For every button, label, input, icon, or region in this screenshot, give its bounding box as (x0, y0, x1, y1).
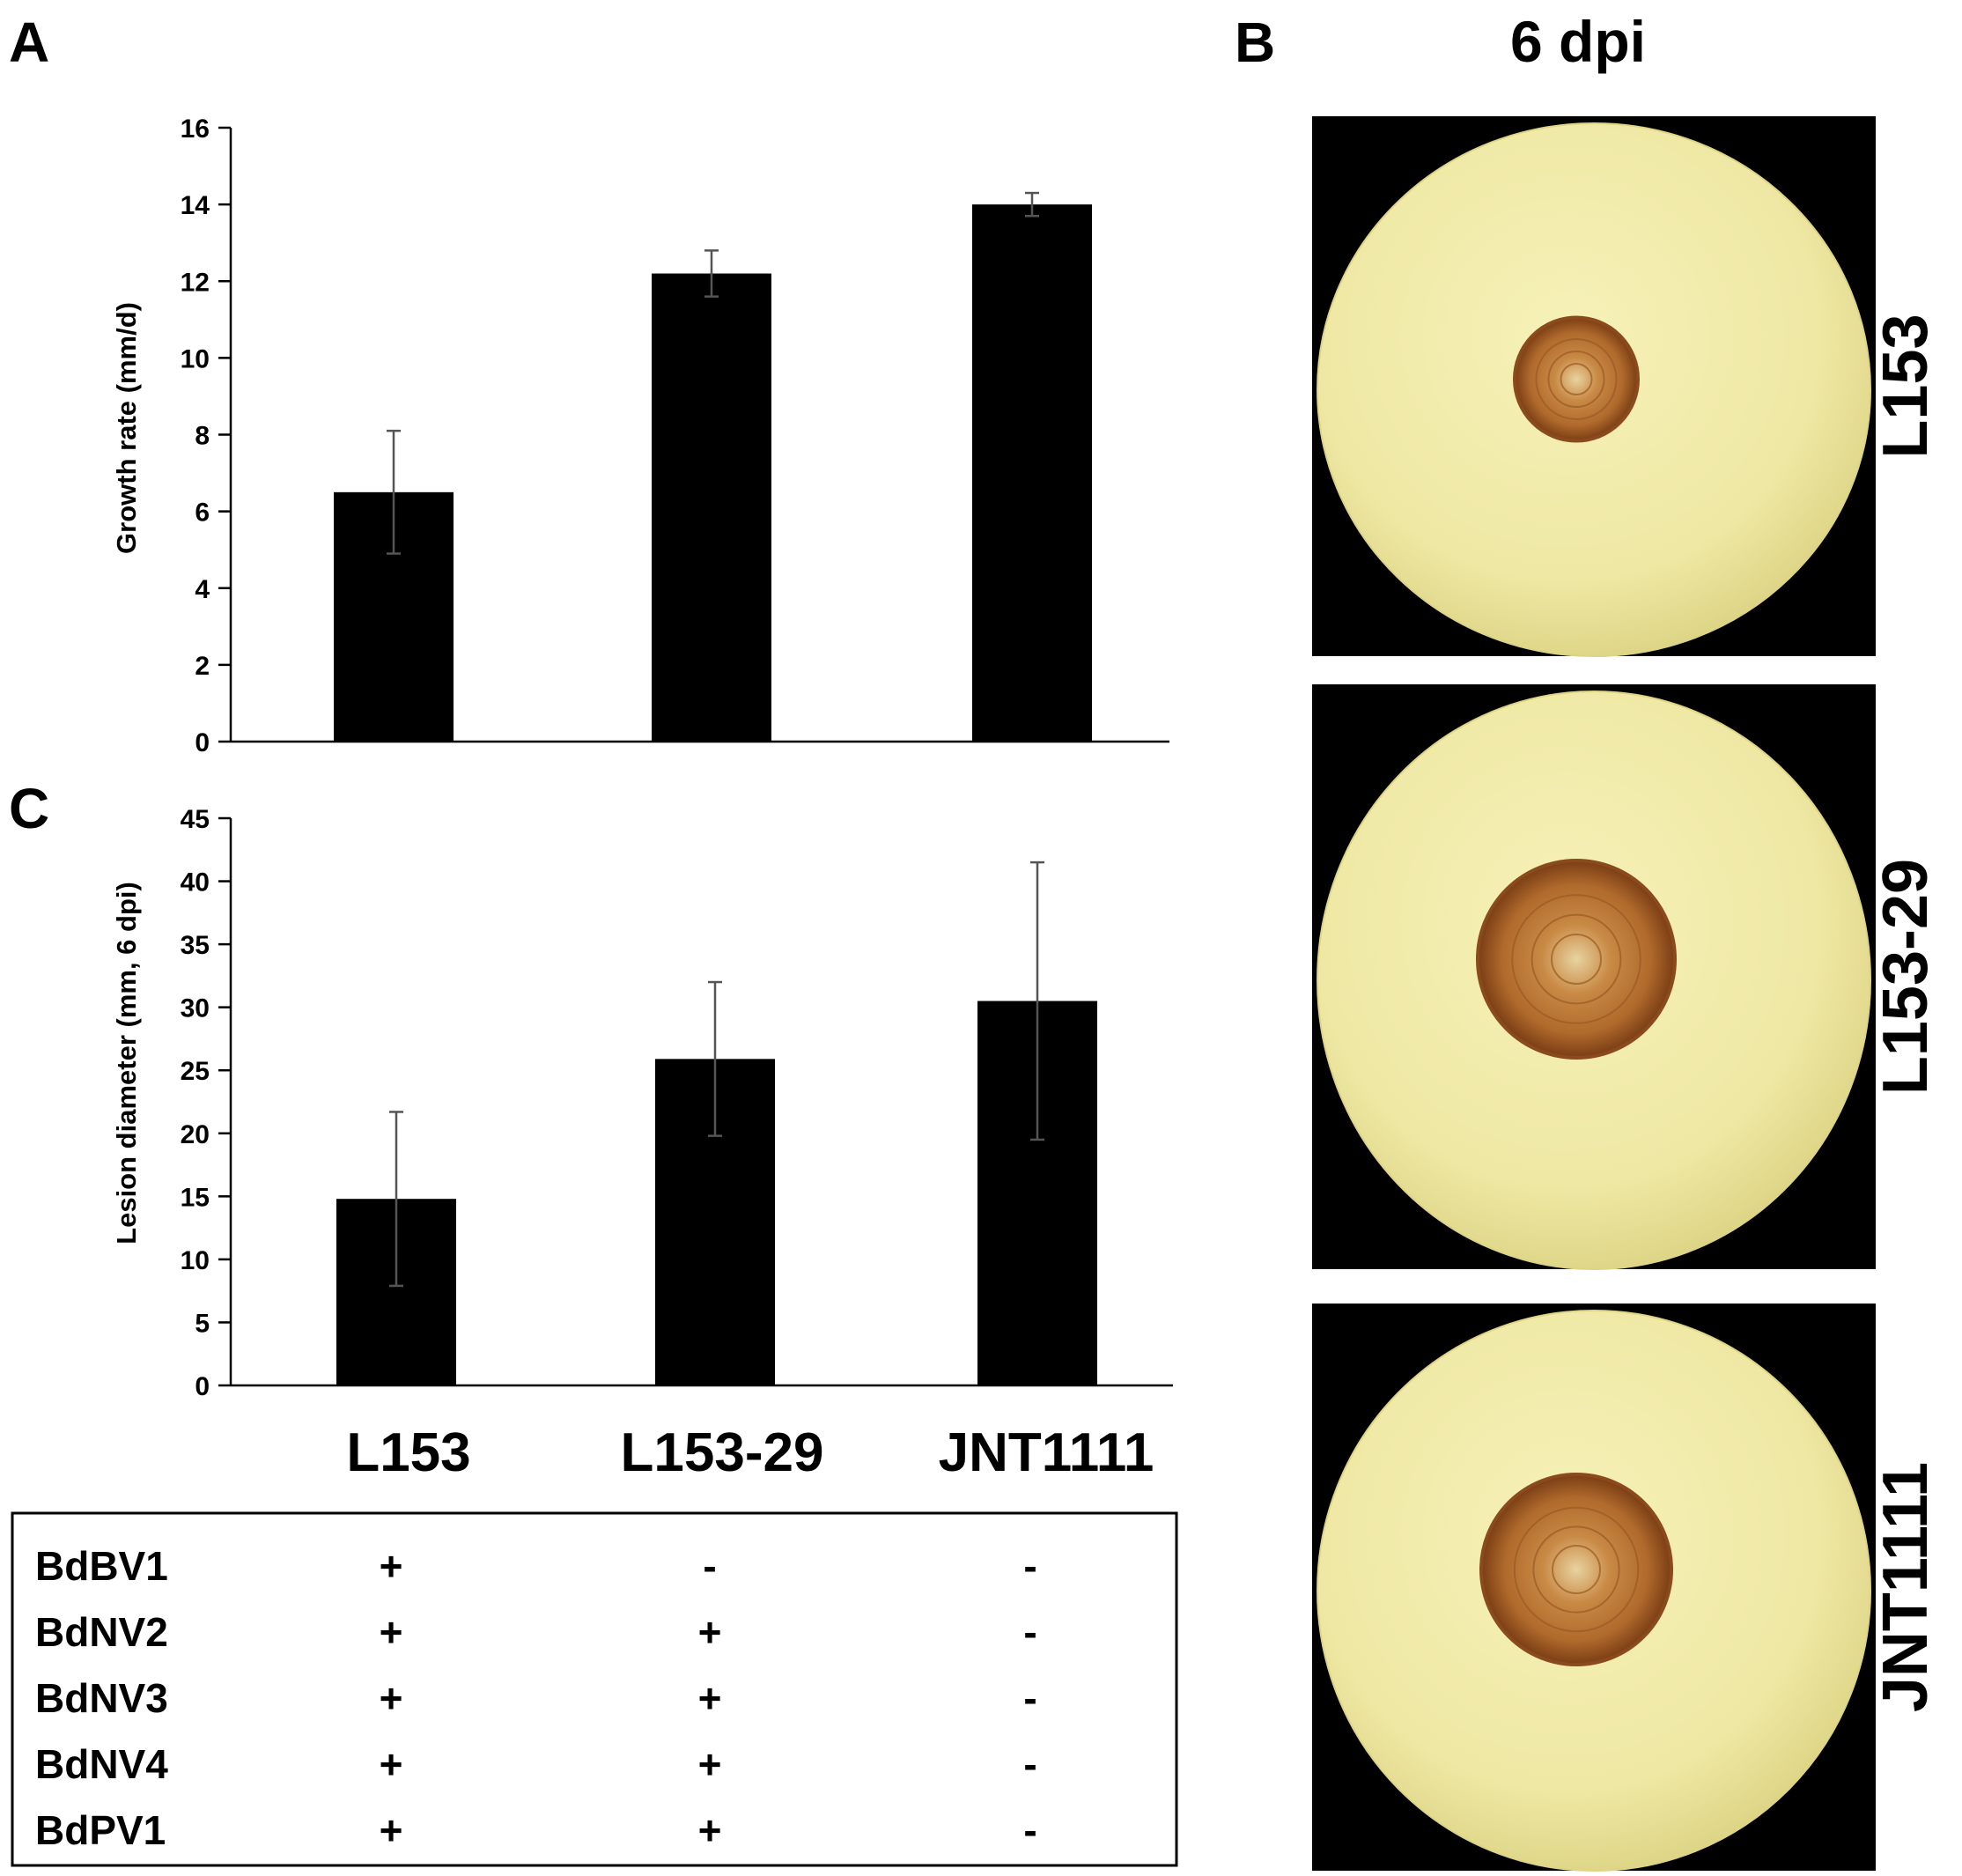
virus-name-bdbv1: BdBV1 (35, 1543, 168, 1589)
lesion-ring (1547, 351, 1605, 408)
panel-a-label: A (9, 11, 49, 74)
photo-label: JNT1111 (1870, 1462, 1941, 1712)
lesion (1479, 1473, 1673, 1666)
virus-presence-cell: + (380, 1543, 403, 1589)
chart-c-ytick-label: 45 (181, 805, 210, 834)
virus-presence-cell: + (698, 1741, 722, 1787)
virus-presence-cell: + (698, 1807, 722, 1853)
chart-a-bar (652, 273, 771, 742)
chart-a-ytick-label: 10 (181, 344, 210, 373)
chart-a-ytick-label: 4 (195, 575, 210, 604)
photo-panels: L153 L153-29 JNT1111 (1312, 116, 1941, 1872)
chart-a-ytick-label: 8 (195, 422, 210, 451)
panel-b-label: B (1235, 11, 1275, 74)
chart-a-ylabel: Growth rate (mm/d) (111, 302, 142, 554)
lesion-ring (1532, 1525, 1620, 1614)
chart-c-ytick-label: 10 (181, 1246, 210, 1275)
category-label-l153: L153 (346, 1422, 470, 1483)
virus-presence-cell: + (380, 1741, 403, 1787)
chart-a-ytick-label: 0 (195, 728, 210, 757)
lesion-ring (1491, 874, 1662, 1045)
chart-a-ytick-label: 2 (195, 652, 210, 681)
virus-name-bdpv1: BdPV1 (35, 1807, 166, 1853)
virus-presence-cell: + (380, 1807, 403, 1853)
virus-table: BdBV1 + - - BdNV2 + + - BdNV3 + + - BdNV4 + + - BdPV1 + + - (35, 1543, 1037, 1853)
lesion-ring (1511, 894, 1641, 1024)
chart-a-ytick-label: 6 (195, 499, 210, 528)
photo-label: L153 (1870, 314, 1941, 458)
lesion-ring (1552, 1545, 1601, 1594)
virus-name-bdnv4: BdNV4 (35, 1741, 168, 1787)
lesion-ring (1494, 1488, 1658, 1651)
chart-a-ytick-label: 14 (181, 191, 210, 220)
chart-c: Lesion diameter (mm, 6 dpi) 0 5 10 15 20 25 30… (111, 805, 1173, 1401)
chart-c-ytick-label: 15 (181, 1183, 210, 1212)
virus-presence-cell: + (380, 1609, 403, 1655)
chart-c-ytick-label: 30 (181, 994, 210, 1023)
chart-c-ytick-label: 5 (195, 1309, 210, 1338)
virus-presence-cell: - (1023, 1543, 1036, 1589)
virus-table-border (11, 1511, 1178, 1867)
photo-jnt1111: JNT1111 (1312, 1304, 1941, 1872)
chart-c-ytick-label: 0 (195, 1372, 210, 1401)
virus-presence-cell: - (1023, 1807, 1036, 1853)
lesion (1476, 859, 1677, 1060)
photo-label: L153-29 (1870, 859, 1941, 1095)
category-label-l153-29: L153-29 (621, 1422, 824, 1483)
chart-c-ytick-label: 20 (181, 1120, 210, 1149)
panel-c-label: C (9, 777, 49, 840)
chart-a-ytick-label: 12 (181, 268, 210, 297)
chart-a-bar (972, 204, 1092, 742)
lesion-ring (1560, 363, 1593, 395)
lesion-ring (1535, 338, 1618, 420)
virus-presence-cell: + (698, 1675, 722, 1721)
virus-presence-cell: + (380, 1675, 403, 1721)
chart-c-ytick-label: 40 (181, 868, 210, 897)
virus-presence-cell: - (703, 1543, 716, 1589)
chart-c-ytick-label: 35 (181, 931, 210, 960)
chart-a: Growth rate (mm/d) 0 2 4 6 8 10 12 14 16 (111, 114, 1169, 757)
virus-name-bdnv2: BdNV2 (35, 1609, 168, 1655)
lesion-ring (1551, 934, 1602, 985)
lesion-ring (1513, 1506, 1640, 1633)
virus-presence-cell: - (1023, 1675, 1036, 1721)
lesion-ring (1523, 326, 1630, 432)
chart-a-ytick-label: 16 (181, 114, 210, 144)
virus-presence-cell: - (1023, 1741, 1036, 1787)
panel-b-header: 6 dpi (1510, 9, 1646, 74)
lesion (1513, 315, 1640, 443)
virus-presence-cell: - (1023, 1609, 1036, 1655)
virus-presence-cell: + (698, 1609, 722, 1655)
photo-l153: L153 (1312, 116, 1941, 657)
chart-c-ylabel: Lesion diameter (mm, 6 dpi) (111, 882, 142, 1245)
virus-name-bdnv3: BdNV3 (35, 1675, 168, 1721)
category-label-jnt1111: JNT1111 (939, 1422, 1154, 1483)
lesion-ring (1531, 913, 1622, 1005)
photo-l153-29: L153-29 (1312, 684, 1941, 1270)
chart-c-ytick-label: 25 (181, 1057, 210, 1086)
